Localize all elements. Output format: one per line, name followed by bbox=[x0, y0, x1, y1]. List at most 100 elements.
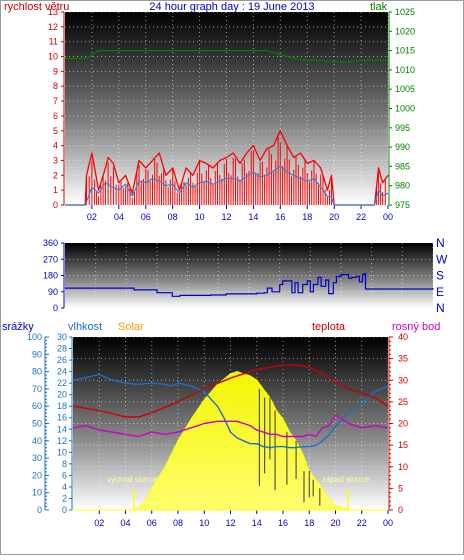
wind-axis-tick-label: 1 bbox=[53, 185, 58, 195]
humidity-axis-tick-label: 28 bbox=[57, 344, 67, 354]
humidity-line bbox=[72, 373, 389, 449]
time-axis-tick-label: 02 bbox=[87, 212, 97, 222]
humidity-axis-tick-label: 14 bbox=[57, 424, 67, 434]
wind-axis-tick-label: 9 bbox=[53, 66, 58, 76]
humidity-axis-tick-label: 2 bbox=[62, 493, 67, 503]
solar-label: Solar bbox=[118, 321, 144, 333]
pressure-axis-tick-label: 1025 bbox=[395, 7, 415, 17]
pressure-label: tlak bbox=[370, 1, 388, 13]
wind-axis-tick-label: 10 bbox=[48, 52, 58, 62]
temp-axis-tick-label: 5 bbox=[398, 483, 403, 493]
humidity-axis-tick-label: 10 bbox=[57, 447, 67, 457]
time-axis-tick-label: 20 bbox=[329, 212, 339, 222]
time-axis-tick-label: 06 bbox=[147, 518, 157, 528]
pressure-axis-tick-label: 1005 bbox=[395, 84, 415, 94]
pressure-axis-tick-label: 1000 bbox=[395, 104, 415, 114]
humidity-axis-tick-label: 0 bbox=[62, 505, 67, 515]
wind-axis-tick-label: 2 bbox=[53, 170, 58, 180]
time-axis-tick-label: 18 bbox=[302, 212, 312, 222]
wind-axis-tick-label: 7 bbox=[53, 96, 58, 106]
temp-axis-tick-label: 0 bbox=[398, 505, 403, 515]
temperature-panel-series bbox=[72, 364, 389, 511]
humidity-axis-tick-label: 8 bbox=[62, 459, 67, 469]
humidity-axis-tick-label: 26 bbox=[57, 355, 67, 365]
dewpoint-line bbox=[72, 414, 389, 438]
wind-panel-series bbox=[65, 50, 389, 206]
pressure-axis-tick-label: 985 bbox=[395, 161, 410, 171]
temp-axis-tick-label: 15 bbox=[398, 440, 408, 450]
time-axis-tick-label: 08 bbox=[168, 212, 178, 222]
wind-axis-tick-label: 5 bbox=[53, 126, 58, 136]
humidity-axis-tick-label: 18 bbox=[57, 401, 67, 411]
wind-axis-tick-label: 0 bbox=[53, 200, 58, 210]
humidity-axis-tick-label: 30 bbox=[57, 332, 67, 342]
pressure-axis-tick-label: 990 bbox=[395, 142, 410, 152]
humidity-axis-tick-label: 16 bbox=[57, 413, 67, 423]
wind-average-line bbox=[65, 165, 389, 206]
time-axis-tick-label: 16 bbox=[275, 212, 285, 222]
rain-axis-tick-label: 30 bbox=[32, 453, 42, 463]
humidity-axis-tick-label: 22 bbox=[57, 378, 67, 388]
pressure-axis-tick-label: 1010 bbox=[395, 65, 415, 75]
wind-time-axis: 02 04 06 08 10 12 14 16 18 20 22 00 bbox=[87, 205, 393, 222]
chart-title: 24 hour graph day : 19 June 2013 bbox=[149, 1, 314, 13]
dewpoint-label: rosný bod bbox=[392, 321, 440, 333]
rain-axis-tick-label: 20 bbox=[32, 470, 42, 480]
wind-direction-line bbox=[65, 273, 434, 297]
time-axis-tick-label: 18 bbox=[304, 518, 314, 528]
time-axis-tick-label: 14 bbox=[248, 212, 258, 222]
rain-axis-tick-label: 40 bbox=[32, 436, 42, 446]
humidity-axis-tick-label: 4 bbox=[62, 482, 67, 492]
time-axis-tick-label: 12 bbox=[221, 212, 231, 222]
pressure-axis-tick-label: 995 bbox=[395, 123, 410, 133]
sunset-label: západ slunce bbox=[322, 475, 370, 484]
rain-axis-tick-label: 90 bbox=[32, 349, 42, 359]
time-axis-tick-label: 14 bbox=[252, 518, 262, 528]
rain-axis-tick-label: 70 bbox=[32, 384, 42, 394]
time-axis-tick-label: 00 bbox=[383, 518, 393, 528]
pressure-axis-tick-label: 980 bbox=[395, 181, 410, 191]
time-axis-tick-label: 20 bbox=[330, 518, 340, 528]
pressure-line bbox=[65, 50, 388, 63]
rain-axis-tick-label: 60 bbox=[32, 401, 42, 411]
pressure-axis-tick-label: 1020 bbox=[395, 26, 415, 36]
wind-axis-tick-label: 8 bbox=[53, 81, 58, 91]
time-axis-tick-label: 04 bbox=[120, 518, 130, 528]
temp-axis-tick-label: 20 bbox=[398, 419, 408, 429]
temperature-line bbox=[72, 364, 389, 418]
wind-axis-tick-label: 13 bbox=[48, 7, 58, 17]
wind-axis-tick-label: 3 bbox=[53, 155, 58, 165]
wind-speed-label: rychlost větru bbox=[4, 1, 69, 13]
temp-axis-tick-label: 40 bbox=[398, 332, 408, 342]
pressure-axis: 975 980 985 990 995 1000 1005 1010 1015 1020 1025 bbox=[388, 7, 415, 210]
temp-axis-tick-label: 10 bbox=[398, 462, 408, 472]
temperature-time-axis: 02 04 06 08 10 12 14 16 18 20 22 00 bbox=[94, 510, 393, 528]
sunrise-label: východ slunce bbox=[107, 475, 158, 484]
rain-label: srážky bbox=[2, 321, 34, 333]
humidity-axis-tick-label: 6 bbox=[62, 470, 67, 480]
wind-axis-tick-label: 6 bbox=[53, 111, 58, 121]
time-axis-tick-label: 12 bbox=[225, 518, 235, 528]
direction-axis-tick-label: 90 bbox=[48, 287, 58, 297]
time-axis-tick-label: 08 bbox=[173, 518, 183, 528]
wind-gust-line bbox=[65, 130, 389, 206]
compass-label: N bbox=[436, 236, 445, 250]
humidity-axis-tick-label: 20 bbox=[57, 390, 67, 400]
temp-axis-tick-label: 25 bbox=[398, 397, 408, 407]
time-axis-tick-label: 22 bbox=[357, 518, 367, 528]
time-axis-tick-label: 04 bbox=[114, 212, 124, 222]
time-axis-tick-label: 10 bbox=[199, 518, 209, 528]
temperature-axis: 0 5 10 15 20 25 30 35 40 bbox=[388, 332, 408, 515]
rain-axis-tick-label: 0 bbox=[37, 505, 42, 515]
time-axis-tick-label: 00 bbox=[383, 212, 393, 222]
humidity-axis-tick-label: 24 bbox=[57, 367, 67, 377]
rain-axis: 0 10 20 30 40 50 60 70 80 90 100 bbox=[27, 332, 49, 515]
wind-axis-tick-label: 12 bbox=[48, 22, 58, 32]
compass-label: E bbox=[436, 285, 444, 299]
direction-axis-tick-label: 180 bbox=[43, 271, 58, 281]
